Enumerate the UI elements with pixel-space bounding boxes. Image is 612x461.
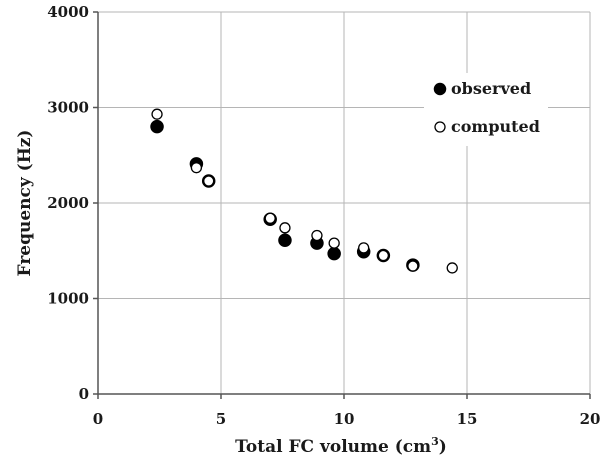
x-axis-title-main: Total FC volume (cm — [235, 437, 431, 457]
point-observed-0 — [150, 119, 164, 134]
x-axis-title-suffix: ) — [439, 437, 447, 457]
y-tick-label-0: 0 — [79, 385, 89, 403]
x-tick-label-10: 10 — [334, 410, 355, 428]
point-observed-4 — [278, 233, 292, 247]
legend-observed-label: observed — [451, 79, 531, 98]
legend-computed-marker — [434, 121, 446, 133]
legend-computed-label: computed — [451, 117, 540, 136]
x-tick-label-0: 0 — [93, 410, 103, 428]
x-axis-title: Total FC volume (cm3) — [235, 435, 447, 457]
point-computed-7 — [358, 242, 370, 254]
point-computed-4 — [279, 222, 291, 234]
grid-lines — [98, 11, 591, 394]
point-computed-3 — [264, 212, 276, 224]
x-axis-title-superscript: 3 — [431, 435, 439, 448]
legend-observed-marker — [433, 82, 447, 96]
point-computed-0 — [151, 108, 163, 120]
y-axis-title: Frequency (Hz) — [15, 130, 35, 277]
axes — [93, 11, 591, 399]
y-tick-label-1000: 1000 — [47, 290, 89, 308]
series-computed — [151, 108, 458, 274]
x-tick-label-5: 5 — [216, 410, 226, 428]
y-tick-label-4000: 4000 — [47, 3, 89, 21]
x-tick-label-20: 20 — [580, 410, 601, 428]
data-series — [150, 108, 458, 274]
tick-labels: 0 1000 2000 3000 4000 0 5 10 15 20 — [47, 3, 600, 428]
point-computed-2 — [203, 175, 215, 187]
point-computed-1 — [190, 162, 203, 174]
legend: observed computed — [424, 73, 548, 146]
x-tick-label-15: 15 — [457, 410, 478, 428]
y-tick-label-2000: 2000 — [47, 194, 89, 212]
point-computed-9 — [407, 260, 419, 272]
y-tick-label-3000: 3000 — [47, 99, 89, 117]
series-observed — [150, 119, 420, 272]
point-computed-10 — [446, 262, 458, 274]
point-observed-6 — [327, 246, 341, 261]
point-computed-8 — [377, 249, 390, 262]
point-computed-6 — [328, 237, 340, 249]
point-computed-5 — [311, 229, 323, 242]
